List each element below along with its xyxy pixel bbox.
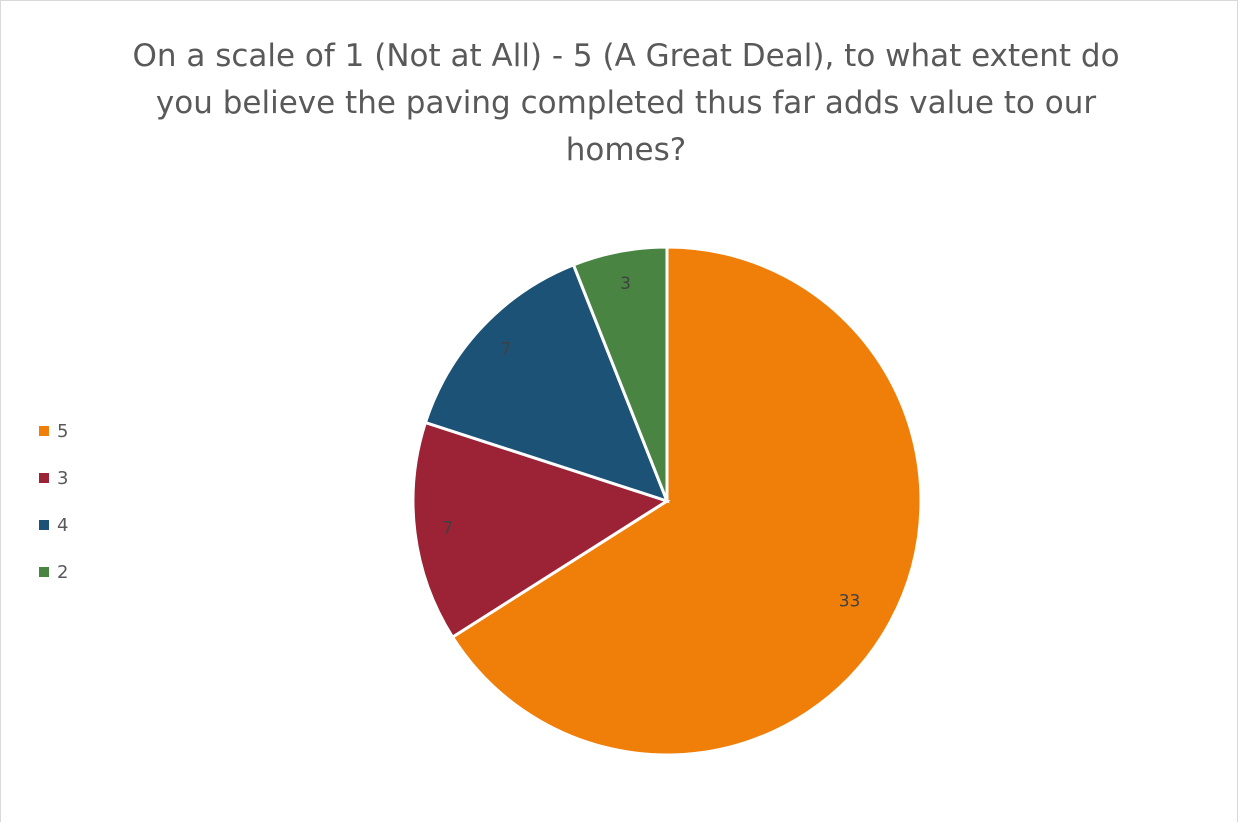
chart-title: On a scale of 1 (Not at All) - 5 (A Grea… [132,38,1120,168]
pie-slice-2 [571,245,669,502]
legend-label-2: 2 [57,561,69,583]
legend-swatch-3 [39,473,49,483]
pie-data-labels: 33 7 7 3 [442,274,860,611]
data-label-2: 3 [620,274,631,294]
legend-swatch-5 [39,426,49,436]
pie-slice-5 [450,245,923,757]
legend-item-3: 3 [39,466,119,490]
legend-label-5: 5 [57,420,69,442]
data-label-3: 7 [442,519,453,539]
data-label-4: 7 [500,340,511,360]
pie-slices [411,245,923,757]
legend-label-3: 3 [57,467,69,489]
legend: 5 3 4 2 [39,419,119,607]
legend-item-5: 5 [39,419,119,443]
legend-swatch-2 [39,567,49,577]
legend-item-2: 2 [39,560,119,584]
data-label-5: 33 [839,591,861,611]
pie-slice-3 [411,420,671,640]
legend-swatch-4 [39,520,49,530]
legend-item-4: 4 [39,513,119,537]
pie-slice-4 [423,262,670,504]
legend-label-4: 4 [57,514,69,536]
